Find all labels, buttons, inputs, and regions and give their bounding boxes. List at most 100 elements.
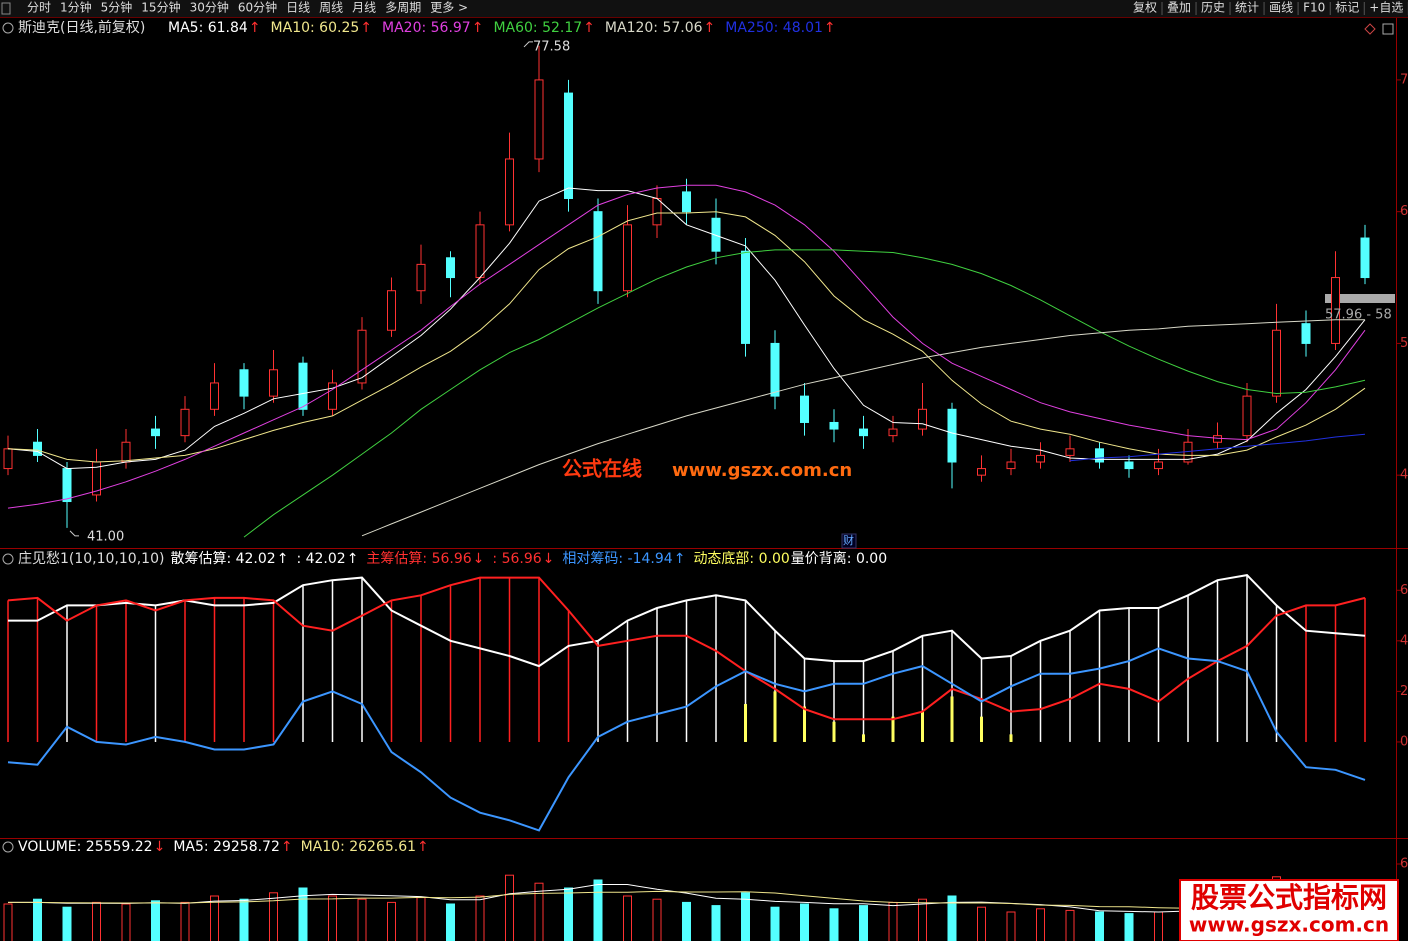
toolbar-icon[interactable] xyxy=(1,2,11,15)
legend-arrow: ↑ xyxy=(360,20,372,36)
ma-line xyxy=(1069,433,1366,462)
candle-body xyxy=(1360,237,1370,279)
legend-arrow: ↑ xyxy=(277,551,289,567)
toolbar-button[interactable]: 统计 xyxy=(1235,1,1259,15)
candle-body xyxy=(1124,461,1134,470)
volume-bar xyxy=(1095,911,1104,941)
candle-body xyxy=(1036,454,1045,463)
panel-menu-icon[interactable] xyxy=(2,841,14,853)
candle-body xyxy=(1006,461,1016,470)
candle-body xyxy=(770,342,780,397)
period-tab[interactable]: 60分钟 xyxy=(238,0,277,15)
toolbar-button[interactable]: 历史 xyxy=(1201,1,1225,15)
event-label[interactable]: 财 xyxy=(843,533,854,547)
legend-entry: 散筹估算: 42.02 xyxy=(170,550,275,567)
candle-body xyxy=(475,224,485,279)
candle-body xyxy=(180,408,190,437)
period-tab[interactable]: 多周期 xyxy=(385,1,421,15)
candle-body xyxy=(1154,461,1163,470)
panel-menu-icon[interactable] xyxy=(2,22,14,34)
volume-bar xyxy=(328,895,337,941)
bottom-bar xyxy=(1009,734,1013,742)
price-marker: 57.96 - 58 xyxy=(1325,308,1392,323)
watermark-url: www.gszx.com.cn xyxy=(1189,913,1389,937)
candle-body xyxy=(33,441,42,456)
volume-bar xyxy=(33,898,42,941)
leader xyxy=(69,530,79,537)
candle-body xyxy=(593,211,603,292)
price-marker-bar xyxy=(1325,294,1395,303)
volume-bar xyxy=(1036,908,1045,941)
bottom-bar xyxy=(803,706,806,742)
candle-body xyxy=(121,441,131,463)
candle-body xyxy=(357,329,367,384)
window-icon[interactable] xyxy=(1382,23,1394,35)
toolbar-button[interactable]: F10 xyxy=(1303,1,1325,15)
candle-body xyxy=(446,257,455,279)
indicator-line xyxy=(7,576,1366,721)
toolbar-button[interactable]: +自选 xyxy=(1369,1,1403,15)
candle-body xyxy=(62,468,72,503)
period-tab[interactable]: 15分钟 xyxy=(141,0,180,15)
volume-bar xyxy=(416,897,426,941)
legend-arrow: ↑ xyxy=(281,839,293,855)
volume-bar xyxy=(387,901,396,941)
volume-bar xyxy=(92,901,101,941)
toolbar-bg xyxy=(0,0,1408,17)
bottom-bar xyxy=(950,696,954,742)
candle-body xyxy=(623,224,632,292)
period-tab[interactable]: 5分钟 xyxy=(101,0,133,15)
volume-bar xyxy=(151,900,160,941)
volume-bar xyxy=(770,906,780,941)
period-tab[interactable]: 1分钟 xyxy=(60,0,92,15)
volume-bar xyxy=(800,903,809,941)
volume-bar xyxy=(593,879,603,941)
volume-bar xyxy=(505,874,514,941)
low-label: 41.00 xyxy=(87,529,124,544)
ma-line xyxy=(7,187,1366,470)
candle-body xyxy=(387,290,396,331)
bottom-bar xyxy=(891,716,895,742)
legend-entry: 动态底部: 0.00 xyxy=(693,551,789,567)
toolbar-button[interactable]: 复权 xyxy=(1133,1,1157,15)
bottom-bar xyxy=(862,734,865,742)
legend-entry: MA10: 26265.61 xyxy=(301,839,416,855)
legend-entry: : 56.96 xyxy=(492,551,541,567)
y-tick-label: 0 xyxy=(1400,734,1408,749)
toolbar-button[interactable]: 叠加 xyxy=(1167,1,1191,15)
bottom-bar xyxy=(832,721,836,742)
legend-arrow: ↓ xyxy=(154,839,166,855)
legend-entry: MA120: 57.06 xyxy=(605,20,703,36)
period-tab[interactable]: 分时 xyxy=(27,1,51,15)
candle-body xyxy=(859,428,868,437)
diamond-icon[interactable] xyxy=(1364,23,1376,35)
candle-body xyxy=(534,79,544,160)
candle-body xyxy=(711,217,721,252)
volume-bar xyxy=(918,898,927,941)
legend-entry: VOLUME: 25559.22 xyxy=(18,839,153,855)
volume-bar xyxy=(121,903,131,941)
period-tab[interactable]: 月线 xyxy=(352,1,376,15)
legend-entry: MA20: 56.97 xyxy=(382,20,471,36)
y-tick-label: 55 xyxy=(1400,336,1408,351)
period-tab[interactable]: 更多 > xyxy=(430,1,468,15)
toolbar-button[interactable]: 标记 xyxy=(1335,1,1359,15)
period-tab[interactable]: 30分钟 xyxy=(190,0,229,15)
period-tab[interactable]: 日线 xyxy=(286,1,310,15)
y-tick-label: 45 xyxy=(1400,468,1408,483)
ma-line xyxy=(7,184,1366,509)
y-tick-label: 20 xyxy=(1400,684,1408,699)
y-tick-label: 60000 xyxy=(1400,857,1408,872)
candle-body xyxy=(151,428,160,437)
period-tab[interactable]: 周线 xyxy=(319,1,343,15)
toolbar-button[interactable]: 画线 xyxy=(1269,1,1293,15)
high-label: 77.58 xyxy=(533,39,570,54)
volume-bar xyxy=(1065,909,1075,941)
watermark: 公式在线 xyxy=(562,457,642,481)
volume-bar xyxy=(357,898,367,941)
volume-bar xyxy=(859,905,868,941)
legend-arrow: ↓ xyxy=(473,551,485,567)
candle-body xyxy=(505,158,514,226)
panel-menu-icon[interactable] xyxy=(2,553,14,565)
